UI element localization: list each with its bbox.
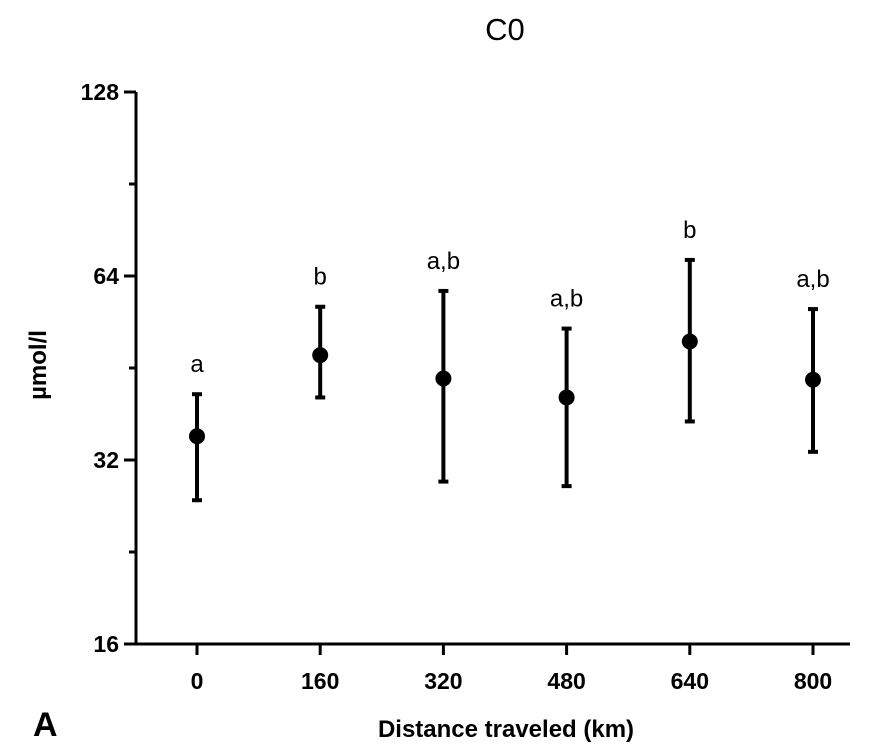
- y-tick-label: 64: [93, 263, 119, 289]
- y-tick-label: 128: [81, 79, 120, 105]
- ticks: 16 32 64 128 0 160 320 480 640 800: [81, 79, 833, 694]
- significance-label: a: [190, 351, 204, 378]
- significance-label: a,b: [427, 248, 460, 275]
- panel-label: A: [33, 706, 58, 744]
- x-axis-label: Distance traveled (km): [378, 716, 634, 743]
- data-point: [558, 389, 575, 406]
- significance-label: a,b: [550, 286, 583, 313]
- data-point: [312, 347, 329, 364]
- x-tick-label: 0: [191, 668, 204, 694]
- x-tick-label: 480: [547, 668, 585, 694]
- significance-label: b: [314, 264, 327, 291]
- marks: a b a,b a,b b a,b: [189, 217, 830, 503]
- y-axis-label: µmol/l: [25, 330, 52, 400]
- x-tick-label: 320: [424, 668, 462, 694]
- y-tick-label: 16: [93, 631, 119, 657]
- data-point: [805, 371, 821, 388]
- y-tick-label: 32: [93, 447, 119, 473]
- data-point: [435, 370, 452, 387]
- significance-label: b: [683, 217, 696, 244]
- x-tick-label: 160: [301, 668, 339, 694]
- x-tick-label: 640: [671, 668, 709, 694]
- x-tick-label: 800: [794, 668, 832, 694]
- data-point: [681, 333, 698, 350]
- chart-title: C0: [485, 12, 525, 47]
- significance-label: a,b: [796, 266, 829, 293]
- data-point: [189, 428, 205, 445]
